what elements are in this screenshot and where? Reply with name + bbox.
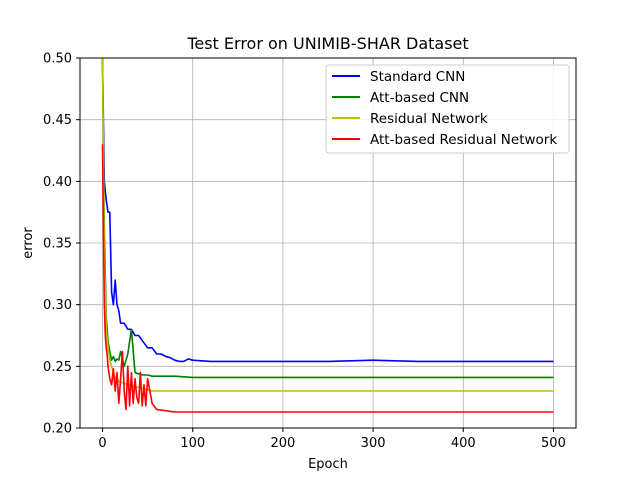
x-tick-label: 400 (451, 436, 476, 451)
grid (80, 57, 576, 429)
chart-title: Test Error on UNIMIB-SHAR Dataset (186, 34, 468, 53)
x-tick-label: 100 (180, 436, 205, 451)
x-tick-label: 200 (270, 436, 295, 451)
series-line-att-based-residual-network (101, 144, 554, 413)
x-tick-label: 300 (361, 436, 386, 451)
series-line-att-based-cnn (101, 58, 554, 379)
y-tick-label: 0.25 (43, 360, 72, 375)
ticks: 0 100 200 300 400 500 0.20 0.25 0.30 0.35 0.40 0.45… (43, 52, 566, 452)
legend-label-att-based-cnn: Att-based CNN (370, 90, 469, 106)
y-tick-label: 0.35 (43, 237, 72, 252)
x-tick-label: 0 (98, 436, 106, 451)
y-tick-label: 0.40 (43, 175, 72, 190)
legend-label-standard-cnn: Standard CNN (370, 69, 465, 85)
y-tick-label: 0.45 (43, 113, 72, 128)
legend-label-att-based-residual-network: Att-based Residual Network (370, 132, 557, 148)
x-tick-label: 500 (541, 436, 566, 451)
legend-label-residual-network: Residual Network (370, 111, 488, 127)
x-axis-label: Epoch (308, 457, 348, 472)
y-tick-label: 0.50 (43, 52, 72, 67)
legend: Standard CNN Att-based CNN Residual Networ… (325, 64, 570, 154)
y-tick-label: 0.20 (43, 422, 72, 437)
y-axis-label: error (21, 227, 36, 259)
legend-box (325, 64, 570, 154)
y-tick-label: 0.30 (43, 298, 72, 313)
series-line-standard-cnn (101, 58, 554, 363)
series-layer (101, 58, 554, 413)
